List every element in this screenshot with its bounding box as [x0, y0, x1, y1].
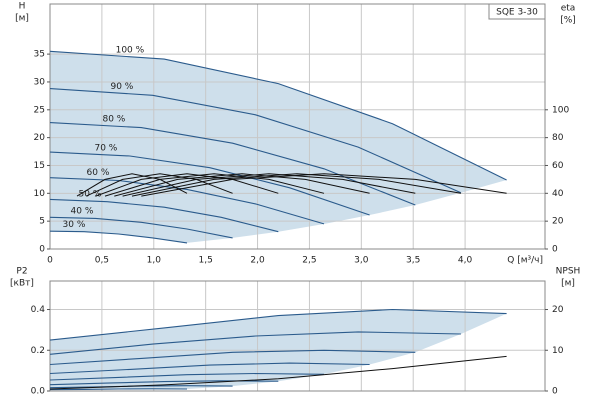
x-tick-label: 4,0: [458, 256, 473, 266]
secondary-curve: [86, 173, 233, 197]
x-tick-label: 2,0: [250, 256, 265, 266]
y-tick-label: 25: [34, 105, 45, 115]
curve: [49, 88, 462, 194]
curve-label: 90 %: [110, 82, 133, 92]
curve: [49, 50, 507, 181]
secondary-curve: [76, 173, 188, 197]
curve-label: 60 %: [87, 168, 110, 178]
y-tick-label: 10: [34, 189, 46, 199]
y-tick-label: 30: [34, 77, 46, 87]
y-axis-unit: [м]: [15, 14, 29, 24]
y2-tick-label: 10: [552, 346, 564, 356]
y2-axis-label: eta: [561, 4, 576, 14]
y2-tick-label: 20: [552, 305, 564, 315]
x-tick-label: 1,5: [198, 256, 212, 266]
curve: [49, 331, 461, 355]
y2-tick-label: 60: [552, 161, 564, 171]
curve: [49, 308, 507, 341]
curve: [49, 349, 416, 366]
secondary-curve: [49, 355, 507, 390]
y2-tick-label: 100: [552, 105, 569, 115]
curve: [49, 198, 279, 233]
x-tick-label: 2,5: [302, 256, 316, 266]
y-tick-label: 0.0: [31, 387, 46, 397]
x-tick-label: 0: [47, 256, 53, 266]
curve: [49, 177, 325, 225]
curve: [49, 372, 325, 381]
curve: [49, 151, 370, 216]
curve-label: 40 %: [71, 207, 94, 217]
y2-tick-label: 80: [552, 133, 564, 143]
secondary-curve: [141, 173, 507, 197]
y-axis-label: P2: [16, 267, 27, 277]
y-axis-label: H: [19, 2, 26, 12]
y2-tick-label: 20: [552, 217, 564, 227]
y2-axis-unit: [%]: [560, 16, 576, 26]
y-tick-label: 0.2: [31, 346, 45, 356]
model-box: [488, 3, 546, 20]
x-tick-label: 3,0: [354, 256, 369, 266]
y-tick-label: 35: [34, 50, 45, 60]
curve: [49, 362, 370, 375]
curve-label: 30 %: [63, 220, 86, 230]
y-tick-label: 0.4: [31, 305, 46, 315]
plot-frame: [49, 3, 546, 250]
y2-tick-label: 40: [552, 189, 564, 199]
x-tick-label: 3,5: [406, 256, 420, 266]
curve: [49, 122, 416, 206]
y2-tick-label: 0: [552, 387, 558, 397]
secondary-curve: [104, 173, 325, 197]
x-tick-label: 0,5: [95, 256, 109, 266]
operating-region: [50, 51, 507, 243]
y2-axis-unit: [м]: [561, 279, 575, 289]
y2-tick-label: 0: [552, 245, 558, 255]
x-axis-label: Q [м³/ч]: [507, 256, 543, 266]
curve: [49, 216, 233, 239]
curve: [49, 230, 188, 244]
operating-region: [50, 309, 507, 390]
y-axis-unit: [кВт]: [10, 279, 34, 289]
plot-frame: [49, 280, 546, 392]
secondary-curve: [114, 173, 370, 197]
y2-axis-label: NPSH: [556, 267, 581, 277]
y-tick-label: 5: [39, 217, 45, 227]
secondary-curve: [131, 173, 461, 197]
curve-label: 100 %: [116, 45, 145, 55]
curve: [49, 388, 188, 391]
curve-label: 70 %: [94, 143, 117, 153]
y-tick-label: 0: [39, 245, 45, 255]
secondary-curve: [95, 173, 279, 197]
curve-label: 80 %: [102, 115, 125, 125]
y-tick-label: 20: [34, 133, 46, 143]
model-label: SQE 3-30: [496, 8, 538, 18]
x-tick-label: 1,0: [147, 256, 162, 266]
y-tick-label: 15: [34, 161, 45, 171]
